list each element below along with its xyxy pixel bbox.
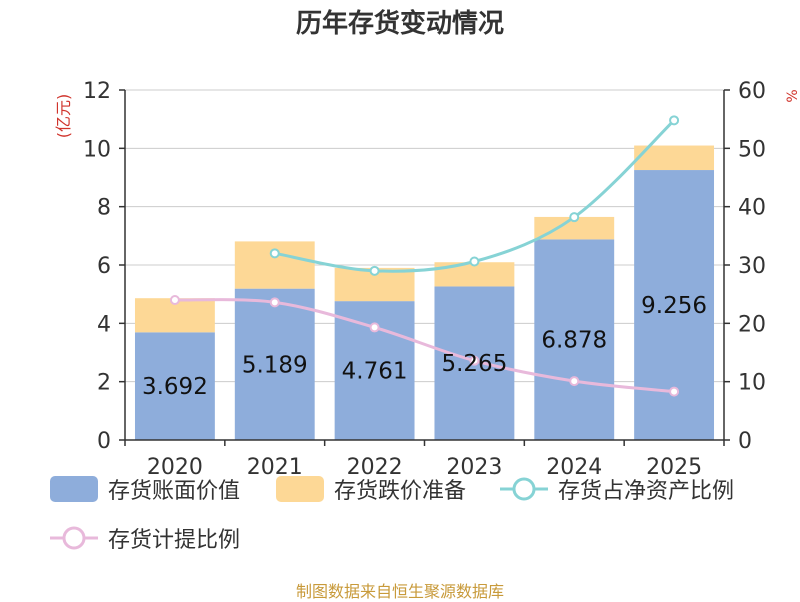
legend-label: 存货计提比例 bbox=[108, 528, 241, 553]
right-axis-tick-label: 0 bbox=[738, 429, 752, 454]
right-axis-tick-label: 10 bbox=[738, 371, 766, 396]
left-axis-tick-label: 0 bbox=[97, 429, 111, 454]
left-axis-tick-label: 12 bbox=[83, 79, 111, 104]
left-axis-tick-label: 8 bbox=[97, 196, 111, 221]
x-axis-tick-label: 2023 bbox=[446, 455, 502, 480]
legend-swatch bbox=[276, 476, 324, 502]
chart-title: 历年存货变动情况 bbox=[296, 8, 504, 39]
legend-item-provision-ratio[interactable]: 存货计提比例 bbox=[50, 522, 240, 554]
legend-line-icon bbox=[500, 477, 548, 501]
data-source-note: 制图数据来自恒生聚源数据库 bbox=[295, 582, 504, 601]
axes: 0 2 4 6 8 10 12 0 10 20 30 40 50 60 2020 2021 2022 2023 20… bbox=[83, 79, 766, 480]
legend-item-book-value[interactable]: 存货账面价值 bbox=[50, 473, 240, 505]
bar-value-label: 5.189 bbox=[242, 352, 308, 378]
data-labels: 3.692 5.189 4.761 5.265 6.878 9.256 bbox=[142, 293, 707, 400]
left-axis-tick-label: 4 bbox=[97, 312, 111, 337]
bar-value-label: 6.878 bbox=[541, 328, 607, 354]
line-provision-ratio-point bbox=[669, 386, 680, 397]
legend-item-impairment[interactable]: 存货跌价准备 bbox=[276, 473, 466, 505]
bar-value-label: 9.256 bbox=[641, 293, 707, 319]
line-provision-ratio-point bbox=[169, 295, 180, 305]
line-net-asset-ratio-point bbox=[469, 256, 480, 267]
bar-value-label: 3.692 bbox=[142, 374, 208, 400]
left-axis-tick-label: 6 bbox=[97, 254, 111, 279]
x-axis-tick-label: 2021 bbox=[247, 455, 303, 480]
bar-book-value bbox=[534, 239, 615, 440]
line-net-asset-ratio-point bbox=[369, 265, 380, 276]
x-axis-tick-label: 2020 bbox=[147, 455, 203, 480]
right-axis-tick-label: 20 bbox=[738, 312, 766, 337]
x-axis-tick-label: 2025 bbox=[646, 455, 702, 480]
line-net-asset-ratio-point bbox=[269, 248, 280, 259]
right-axis-tick-label: 30 bbox=[738, 254, 766, 279]
legend-line-icon bbox=[50, 526, 98, 550]
bar-value-label: 4.761 bbox=[342, 359, 408, 385]
right-axis-label: % bbox=[785, 89, 800, 102]
left-axis-label: (亿元) bbox=[54, 94, 73, 139]
bar-book-value bbox=[234, 288, 315, 440]
right-axis-tick-label: 50 bbox=[738, 137, 766, 162]
line-provision-ratio-point bbox=[469, 355, 480, 366]
bars bbox=[134, 145, 715, 441]
legend-label: 存货账面价值 bbox=[108, 479, 241, 504]
left-axis-tick-label: 2 bbox=[97, 371, 111, 396]
grid bbox=[125, 89, 724, 383]
x-axis-tick-label: 2024 bbox=[546, 455, 602, 480]
line-provision-ratio-point bbox=[369, 322, 380, 333]
line-provision-ratio bbox=[174, 298, 675, 394]
line-provision-ratio-point bbox=[569, 376, 580, 387]
legend-swatch bbox=[50, 476, 98, 502]
bar-impairment bbox=[534, 216, 615, 240]
legend-label: 存货占净资产比例 bbox=[558, 479, 735, 504]
legend-item-net-asset-ratio[interactable]: 存货占净资产比例 bbox=[500, 473, 734, 505]
line-net-asset-ratio-point bbox=[669, 115, 680, 126]
bar-book-value bbox=[134, 332, 215, 440]
line-provision-ratio-point bbox=[269, 297, 280, 308]
line-net-asset-ratio-point bbox=[569, 212, 580, 223]
left-axis-tick-label: 10 bbox=[83, 137, 111, 162]
right-axis-tick-label: 60 bbox=[738, 79, 766, 104]
bar-value-label: 5.265 bbox=[441, 351, 507, 377]
lines bbox=[169, 115, 680, 397]
right-axis-tick-label: 40 bbox=[738, 196, 766, 221]
legend-label: 存货跌价准备 bbox=[334, 479, 467, 504]
x-axis-tick-label: 2022 bbox=[347, 455, 403, 480]
